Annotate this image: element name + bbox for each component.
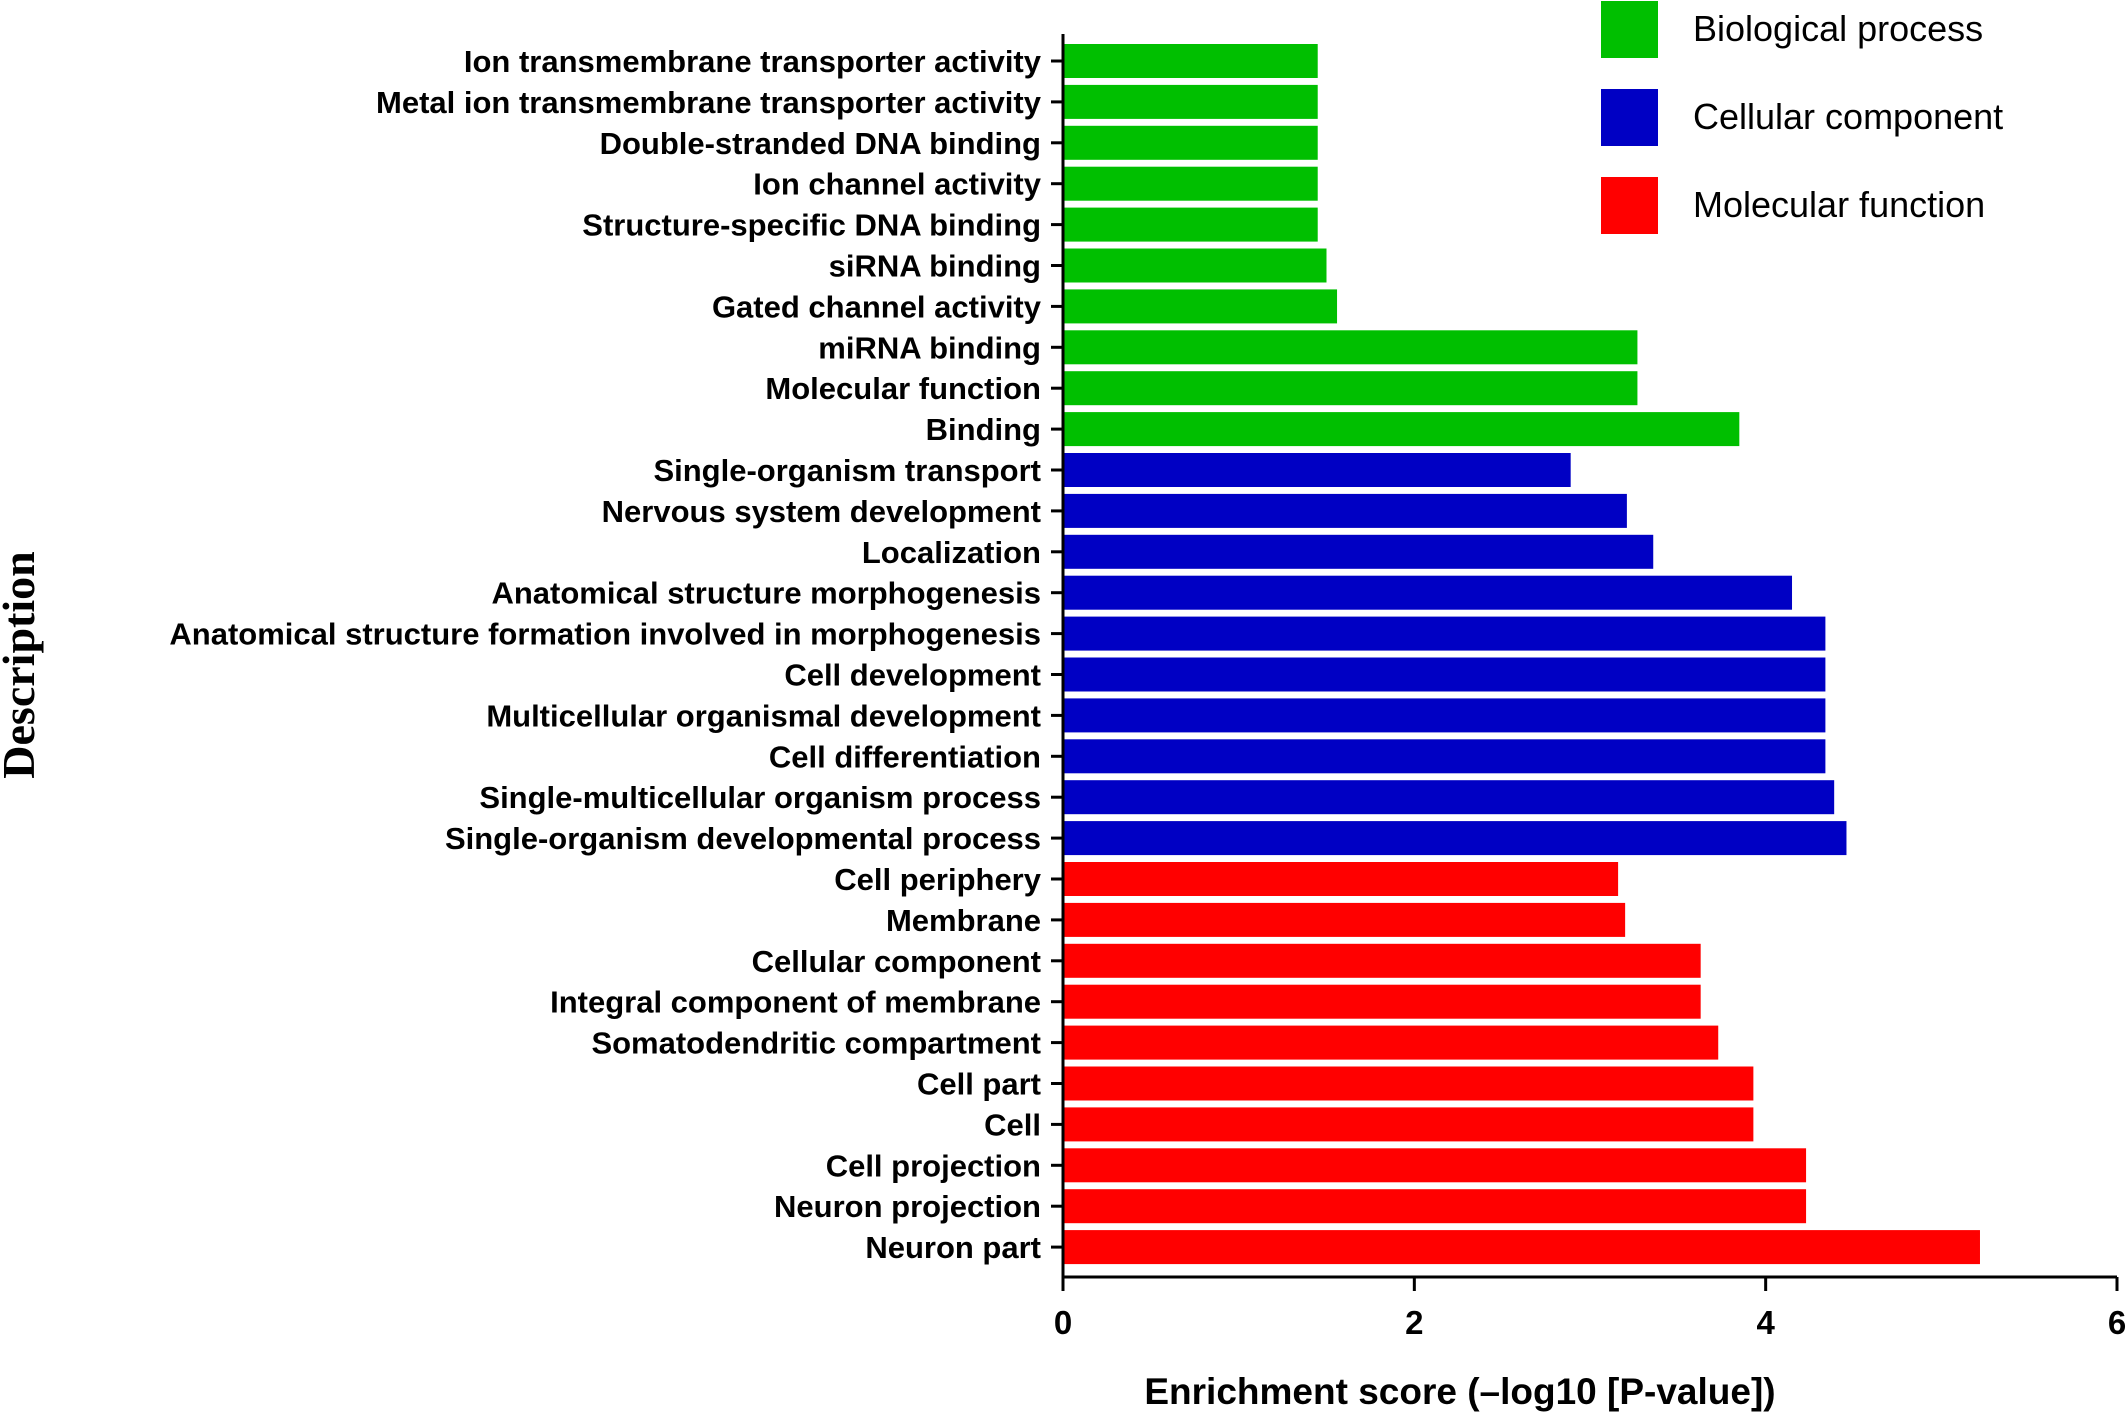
category-label: Cell periphery [834, 862, 1041, 897]
bar [1063, 1025, 1719, 1060]
category-label: Cell development [784, 658, 1041, 693]
legend-label: Molecular function [1693, 184, 1985, 225]
legend-swatch [1601, 1, 1658, 58]
bar [1063, 534, 1654, 569]
bar [1063, 289, 1338, 324]
category-label: Integral component of membrane [550, 985, 1041, 1020]
legend-swatch [1601, 177, 1658, 234]
bar [1063, 412, 1740, 447]
legend-label: Biological process [1693, 8, 1983, 49]
bar [1063, 1189, 1807, 1224]
category-label: Gated channel activity [712, 289, 1042, 324]
category-label: Anatomical structure formation involved … [169, 617, 1041, 652]
bar [1063, 1107, 1754, 1142]
category-label: Cell [984, 1107, 1041, 1142]
x-tick-label: 0 [1054, 1304, 1072, 1341]
category-label: Anatomical structure morphogenesis [491, 576, 1041, 611]
x-ticks: 0 2 4 6 [1054, 1277, 2126, 1341]
category-label: Single-multicellular organism process [479, 780, 1041, 815]
category-label: Ion transmembrane transporter activity [464, 44, 1042, 79]
legend: Biological process Cellular component Mole… [1601, 1, 2003, 234]
bar [1063, 575, 1793, 610]
category-label: Neuron projection [774, 1189, 1041, 1224]
bar [1063, 453, 1571, 487]
bars [1063, 44, 1980, 1265]
category-label: Cell projection [826, 1148, 1041, 1183]
bar [1063, 84, 1318, 119]
category-label: Single-organism transport [653, 453, 1041, 488]
bar [1063, 984, 1701, 1019]
bar [1063, 1230, 1980, 1265]
bar [1063, 44, 1318, 78]
category-label: Structure-specific DNA binding [582, 208, 1041, 243]
bar [1063, 166, 1318, 201]
bar [1063, 780, 1835, 815]
legend-label: Cellular component [1693, 96, 2003, 137]
bar [1063, 862, 1619, 896]
bar [1063, 1066, 1754, 1101]
x-axis-title: Enrichment score (–log10 [P-value]) [1144, 1371, 1775, 1412]
category-label: Cell differentiation [769, 739, 1041, 774]
category-label: Nervous system development [602, 494, 1041, 529]
axes [1061, 34, 2117, 1279]
category-label: Cell part [917, 1067, 1041, 1102]
bar [1063, 943, 1701, 978]
bar [1063, 902, 1626, 937]
category-label: Metal ion transmembrane transporter acti… [376, 85, 1042, 120]
bar [1063, 739, 1826, 774]
bar [1063, 493, 1627, 528]
category-label: Localization [862, 535, 1041, 570]
bar [1063, 248, 1327, 283]
category-label: miRNA binding [818, 330, 1041, 365]
bar [1063, 616, 1826, 651]
legend-swatch [1601, 89, 1658, 146]
bar [1063, 698, 1826, 733]
x-tick-label: 6 [2108, 1304, 2126, 1341]
bar [1063, 207, 1318, 242]
category-label: Ion channel activity [753, 167, 1041, 202]
x-tick-label: 4 [1756, 1304, 1775, 1341]
category-labels: Ion transmembrane transporter activity Me… [169, 44, 1063, 1265]
bar [1063, 371, 1638, 406]
bar [1063, 1148, 1807, 1183]
category-label: Single-organism developmental process [445, 821, 1041, 856]
category-label: siRNA binding [829, 249, 1041, 284]
bar [1063, 125, 1318, 160]
bar [1063, 821, 1847, 856]
bar [1063, 330, 1638, 365]
category-label: Neuron part [865, 1230, 1041, 1265]
category-label: Cellular component [752, 944, 1041, 979]
category-label: Double-stranded DNA binding [600, 126, 1041, 161]
category-label: Binding [926, 412, 1041, 447]
category-label: Molecular function [765, 371, 1041, 406]
category-label: Somatodendritic compartment [591, 1026, 1041, 1061]
category-label: Multicellular organismal development [486, 698, 1041, 733]
x-tick-label: 2 [1405, 1304, 1423, 1341]
bar [1063, 657, 1826, 692]
category-label: Membrane [886, 903, 1041, 938]
y-axis-title: Description [0, 551, 44, 778]
